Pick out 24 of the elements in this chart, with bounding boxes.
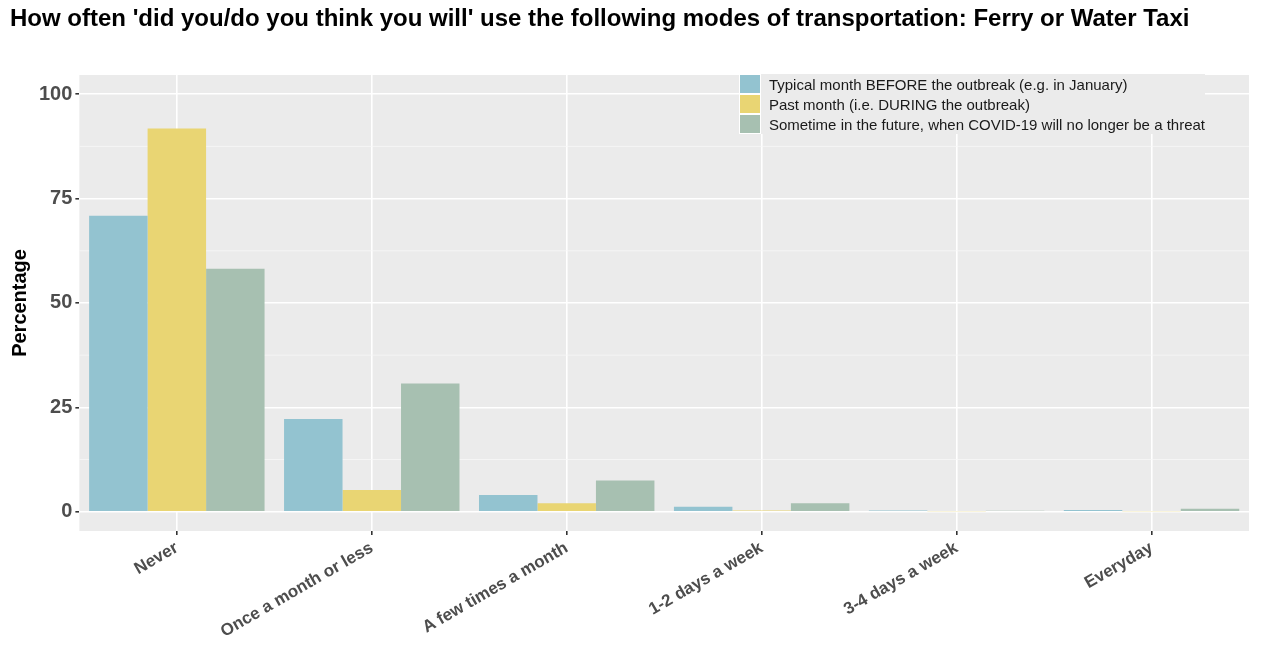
bar [342, 489, 402, 511]
y-tick-label: 50 [50, 290, 73, 313]
bar [478, 494, 538, 511]
bar [206, 268, 265, 511]
bar [89, 215, 148, 511]
bar [284, 419, 343, 511]
y-axis-title: Percentage [7, 249, 30, 357]
bar [790, 503, 850, 511]
bar [595, 480, 655, 511]
bar [1180, 508, 1240, 511]
legend-label: Past month (i.e. DURING the outbreak) [768, 95, 1030, 113]
bar [147, 128, 207, 511]
legend-label: Sometime in the future, when COVID-19 will no longer be a threat [768, 115, 1205, 133]
y-tick-label: 100 [38, 81, 73, 104]
chart-title: How often 'did you/do you think you will' use the following modes of transportation: Ferry or Water Taxi [10, 4, 1191, 31]
bar [673, 506, 733, 511]
bar [537, 503, 596, 511]
y-tick-label: 25 [50, 394, 73, 417]
y-tick-label: 0 [61, 499, 73, 522]
y-tick-label: 75 [50, 186, 73, 209]
x-tick-label: 3-4 days a week [840, 537, 962, 619]
bar [401, 383, 460, 511]
legend-label: Typical month BEFORE the outbreak (e.g. in January) [768, 75, 1128, 93]
x-tick-label: 1-2 days a week [645, 537, 767, 619]
